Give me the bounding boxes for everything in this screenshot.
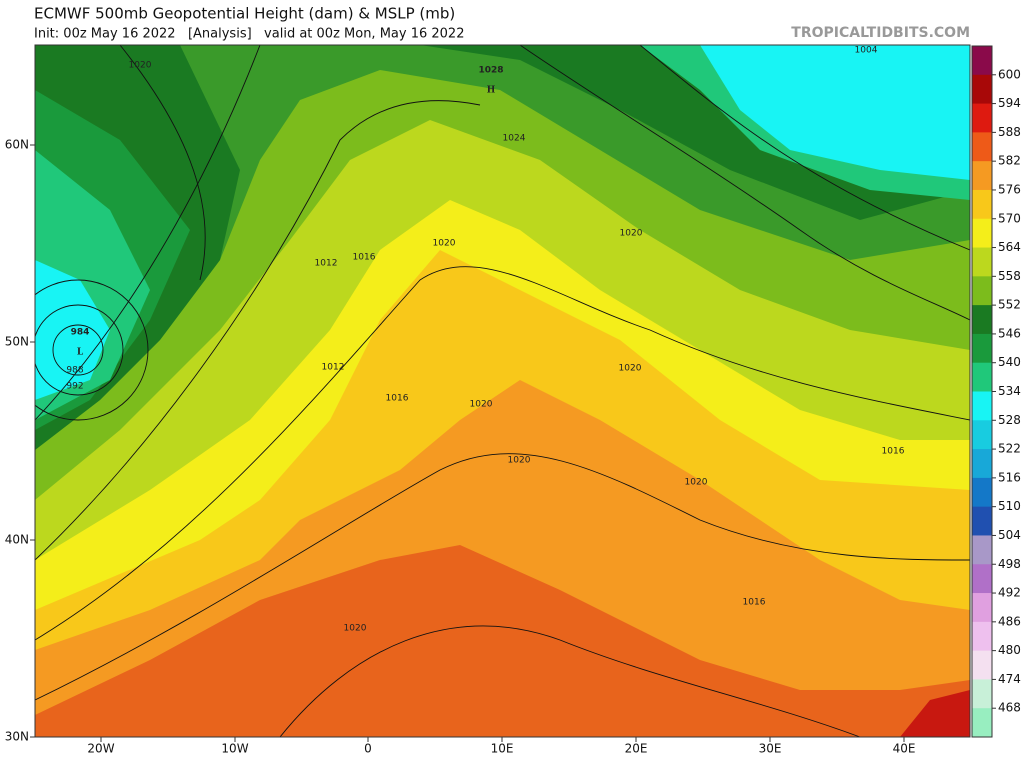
pressure-label: 1020 [470,400,493,410]
pressure-label: L [77,348,84,358]
pressure-label: 1016 [386,394,409,404]
colorbar-label: 588 [998,125,1021,139]
colorbar-cell [972,276,992,306]
lat-label: 40N [5,533,29,547]
pressure-label: 1020 [620,229,643,239]
lon-label: 20E [625,742,648,756]
colorbar-label: 594 [998,96,1021,110]
colorbar-cell [972,593,992,623]
colorbar-label: 480 [998,643,1021,657]
pressure-label: 1020 [129,61,152,71]
pressure-label: 1028 [478,66,503,76]
pressure-label: 1020 [433,239,456,249]
colorbar-label: 576 [998,182,1021,196]
lon-label: 10W [221,742,248,756]
colorbar-cell [972,708,992,738]
lon-label: 10E [491,742,514,756]
pressure-label: 1012 [315,259,338,269]
pressure-label: 1012 [322,363,345,373]
colorbar-cell [972,46,992,76]
pressure-label: 1016 [743,598,766,608]
colorbar-label: 522 [998,442,1021,456]
colorbar-label: 540 [998,355,1021,369]
pressure-label: 1016 [882,447,905,457]
map [35,45,970,737]
pressure-label: 984 [71,328,90,338]
pressure-label: 1020 [685,478,708,488]
lon-label: 20W [87,742,114,756]
title: ECMWF 500mb Geopotential Height (dam) & … [34,5,455,23]
colorbar-label: 564 [998,240,1021,254]
colorbar-cell [972,650,992,680]
pressure-label: 1016 [353,253,376,263]
pressure-label: 988 [66,366,83,376]
pressure-label: 1004 [855,46,878,56]
colorbar-label: 534 [998,384,1021,398]
colorbar-cell [972,679,992,709]
pressure-label: 992 [66,382,83,392]
lon-label: 40E [893,742,916,756]
lon-label: 30E [759,742,782,756]
colorbar-cell [972,247,992,277]
colorbar-label: 600 [998,67,1021,81]
colorbar-cell [972,333,992,364]
colorbar-cell [972,535,992,565]
colorbar-label: 516 [998,470,1021,484]
colorbar-cell [972,161,992,191]
colorbar-label: 474 [998,672,1021,686]
source: TROPICALTIDBITS.COM [791,25,970,41]
colorbar-label: 528 [998,413,1021,427]
lat-label: 30N [5,730,29,744]
colorbar-cell [972,506,992,536]
colorbar-label: 510 [998,499,1021,513]
subtitle: Init: 00z May 16 2022 [Analysis] valid a… [34,27,464,42]
colorbar-label: 468 [998,701,1021,715]
colorbar-label: 486 [998,614,1021,628]
colorbar-cell [972,103,992,133]
colorbar-label: 498 [998,557,1021,571]
colorbar-cell [972,449,992,479]
pressure-label: 1020 [508,456,531,466]
colorbar-label: 546 [998,326,1021,340]
colorbar-cell [972,362,992,392]
pressure-label: 1024 [503,134,526,144]
lon-label: 0 [364,742,372,756]
colorbar-cell [972,621,992,652]
colorbar-cell [972,477,992,508]
colorbar-label: 552 [998,298,1021,312]
colorbar-cell [972,420,992,450]
colorbar-label: 504 [998,528,1021,542]
pressure-label: 1020 [344,624,367,634]
lat-label: 60N [5,138,29,152]
colorbar-cell [972,564,992,594]
colorbar-cell [972,189,992,220]
colorbar-label: 582 [998,154,1021,168]
pressure-label: 1020 [619,364,642,374]
colorbar-cell [972,132,992,162]
colorbar-label: 558 [998,269,1021,283]
colorbar-label: 570 [998,211,1021,225]
colorbar-cell [972,305,992,335]
colorbar-cell [972,391,992,421]
lat-label: 50N [5,335,29,349]
colorbar-cell [972,218,992,249]
pressure-label: H [487,86,496,96]
colorbar-cell [972,74,992,105]
colorbar-label: 492 [998,586,1021,600]
